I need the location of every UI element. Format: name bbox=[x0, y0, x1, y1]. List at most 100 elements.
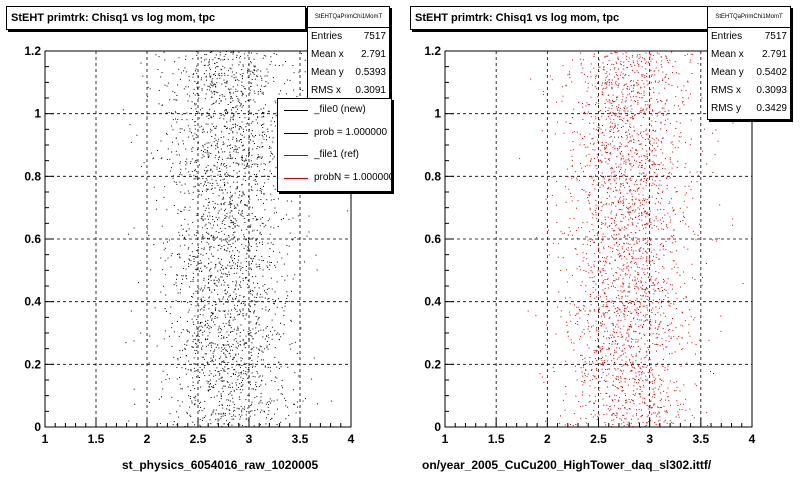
scatter-point bbox=[212, 238, 214, 240]
scatter-point bbox=[241, 365, 243, 366]
scatter-point bbox=[264, 366, 266, 368]
scatter-point bbox=[237, 84, 239, 86]
scatter-point bbox=[655, 216, 657, 218]
scatter-point bbox=[210, 327, 212, 329]
scatter-point bbox=[253, 311, 255, 313]
scatter-point bbox=[672, 210, 674, 212]
scatter-point bbox=[220, 263, 222, 265]
scatter-point bbox=[218, 58, 220, 60]
scatter-point bbox=[599, 347, 601, 349]
scatter-point bbox=[274, 100, 276, 102]
scatter-point bbox=[595, 207, 597, 209]
scatter-point bbox=[683, 215, 685, 217]
scatter-point bbox=[631, 338, 632, 340]
scatter-point bbox=[564, 424, 566, 426]
scatter-point bbox=[652, 110, 654, 112]
scatter-point bbox=[691, 73, 693, 74]
scatter-point bbox=[611, 63, 613, 65]
scatter-point bbox=[223, 369, 225, 371]
scatter-point bbox=[205, 54, 207, 56]
scatter-point bbox=[244, 304, 246, 306]
scatter-point bbox=[620, 369, 622, 371]
scatter-point bbox=[631, 218, 633, 220]
scatter-point bbox=[214, 165, 216, 167]
scatter-point bbox=[267, 334, 269, 336]
scatter-point bbox=[251, 263, 252, 265]
scatter-point bbox=[223, 248, 225, 250]
scatter-point bbox=[292, 217, 294, 219]
scatter-point bbox=[614, 405, 615, 407]
scatter-point bbox=[215, 309, 216, 311]
scatter-point bbox=[640, 202, 641, 204]
scatter-point bbox=[682, 403, 684, 405]
scatter-point bbox=[669, 420, 671, 422]
scatter-point bbox=[219, 401, 221, 403]
scatter-point bbox=[621, 173, 622, 175]
scatter-point bbox=[228, 409, 230, 411]
scatter-point bbox=[220, 395, 222, 397]
scatter-point bbox=[638, 215, 640, 217]
scatter-point bbox=[236, 125, 238, 126]
scatter-point bbox=[262, 136, 264, 138]
scatter-point bbox=[224, 314, 226, 316]
scatter-point bbox=[267, 110, 269, 112]
scatter-point bbox=[648, 82, 650, 84]
scatter-point bbox=[605, 337, 607, 339]
scatter-point bbox=[280, 366, 282, 368]
scatter-point bbox=[226, 81, 228, 83]
scatter-point bbox=[276, 53, 278, 55]
scatter-point bbox=[636, 413, 637, 415]
scatter-point bbox=[272, 158, 274, 160]
scatter-point bbox=[595, 199, 597, 201]
scatter-point bbox=[242, 65, 244, 67]
scatter-point bbox=[224, 362, 226, 364]
scatter-point bbox=[227, 58, 229, 60]
scatter-point bbox=[211, 359, 213, 361]
scatter-point bbox=[247, 287, 249, 289]
scatter-point bbox=[194, 315, 196, 317]
scatter-point bbox=[229, 355, 231, 357]
scatter-point bbox=[199, 260, 201, 261]
scatter-point bbox=[263, 260, 265, 262]
scatter-point bbox=[251, 290, 253, 291]
scatter-point bbox=[583, 73, 585, 75]
scatter-point bbox=[651, 75, 653, 77]
y-tick-label: 0.4 bbox=[24, 295, 41, 309]
scatter-point bbox=[589, 309, 591, 311]
scatter-point bbox=[586, 90, 588, 92]
scatter-point bbox=[631, 203, 633, 205]
scatter-point bbox=[693, 417, 695, 419]
scatter-point bbox=[583, 171, 584, 173]
scatter-point bbox=[198, 330, 200, 332]
scatter-point bbox=[302, 89, 304, 91]
scatter-point bbox=[189, 259, 190, 261]
scatter-point bbox=[659, 416, 661, 418]
scatter-point bbox=[236, 333, 238, 335]
scatter-point bbox=[237, 265, 238, 267]
scatter-point bbox=[195, 343, 197, 344]
scatter-point bbox=[202, 129, 204, 131]
scatter-point bbox=[658, 201, 659, 203]
scatter-point bbox=[176, 285, 178, 287]
scatter-point bbox=[675, 307, 677, 309]
scatter-point bbox=[218, 310, 220, 312]
scatter-point bbox=[605, 298, 607, 300]
scatter-point bbox=[194, 178, 196, 180]
scatter-point bbox=[611, 425, 613, 427]
scatter-point bbox=[590, 116, 592, 118]
scatter-point bbox=[562, 233, 564, 235]
scatter-point bbox=[218, 413, 220, 415]
scatter-point bbox=[680, 220, 681, 222]
scatter-point bbox=[217, 293, 219, 295]
scatter-point bbox=[649, 159, 651, 161]
scatter-point bbox=[290, 320, 292, 322]
scatter-point bbox=[246, 165, 248, 167]
scatter-point bbox=[267, 414, 269, 415]
scatter-point bbox=[242, 384, 244, 386]
scatter-point bbox=[177, 357, 179, 359]
scatter-point bbox=[264, 104, 266, 106]
scatter-point bbox=[551, 176, 553, 178]
scatter-point bbox=[236, 56, 237, 58]
scatter-point bbox=[245, 179, 246, 181]
scatter-point bbox=[639, 333, 641, 335]
